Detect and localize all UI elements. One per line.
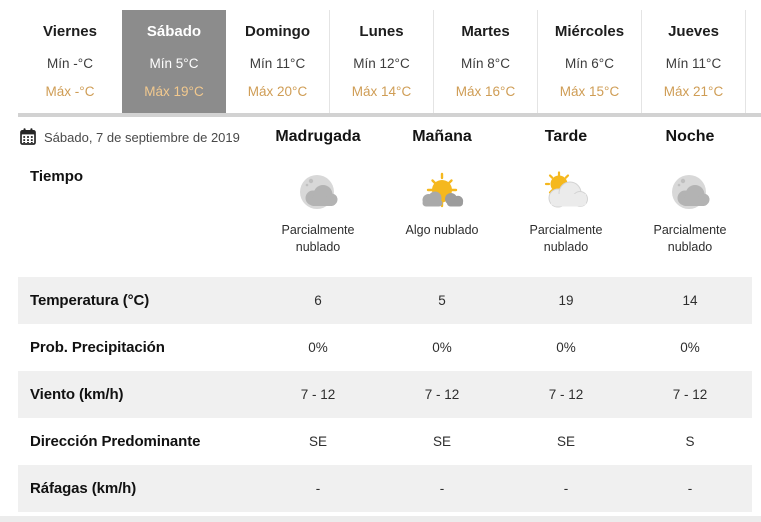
cell-value: 0% [680,340,700,355]
row-label-tiempo: Tiempo [30,168,84,185]
weather-cell-madrugada: Parcialmente nublado [256,154,380,277]
cell-value: 7 - 12 [300,387,336,402]
tab-day-label: Domingo [245,23,310,40]
tab-jueves[interactable]: Jueves Mín 11°C Máx 21°C [642,10,746,113]
horizontal-scrollbar[interactable] [0,516,761,522]
cell-value: SE [432,434,451,449]
table-row-viento: Viento (km/h) 7 - 12 7 - 12 7 - 12 7 - 1… [18,371,752,418]
tab-sabado-selected[interactable]: Sábado Mín 5°C Máx 19°C [122,10,226,113]
table-header-row: Sábado, 7 de septiembre de 2019 Madrugad… [18,120,752,154]
weather-caption: Parcialmente nublado [281,223,355,254]
tab-domingo[interactable]: Domingo Mín 11°C Máx 20°C [226,10,330,113]
tab-day-label: Miércoles [554,23,625,40]
weather-cell-noche: Parcialmente nublado [628,154,752,277]
tab-day-label: Viernes [43,23,97,40]
tab-lunes[interactable]: Lunes Mín 12°C Máx 14°C [330,10,434,113]
cell-value: 6 [314,293,322,308]
cell-value: 7 - 12 [548,387,584,402]
cell-value: 0% [432,340,452,355]
table-row-temperatura: Temperatura (°C) 6 5 19 14 [18,277,752,324]
tab-max-temp: Máx -°C [45,84,95,99]
weather-caption: Parcialmente nublado [653,223,727,254]
tab-viernes[interactable]: Viernes Mín -°C Máx -°C [18,10,122,113]
tab-min-temp: Mín 8°C [461,56,510,71]
weather-cell-manana: Algo nublado [380,154,504,277]
weather-caption: Algo nublado [405,223,479,237]
row-label: Viento (km/h) [30,386,124,403]
cell-value: - [439,481,445,496]
moon-cloud-icon [666,171,714,217]
date-cell: Sábado, 7 de septiembre de 2019 [18,128,256,145]
tab-min-temp: Mín 5°C [149,56,199,71]
sun-clouds-icon [418,171,466,217]
tab-day-label: Sábado [146,23,202,40]
table-row-precipitacion: Prob. Precipitación 0% 0% 0% 0% [18,324,752,371]
tab-min-temp: Mín 6°C [565,56,614,71]
cell-value: SE [556,434,575,449]
tab-martes[interactable]: Martes Mín 8°C Máx 16°C [434,10,538,113]
cell-value: 14 [682,293,698,308]
period-header-madrugada: Madrugada [275,128,361,145]
cell-value: 7 - 12 [672,387,708,402]
tab-min-temp: Mín 11°C [249,56,306,71]
cell-value: SE [308,434,327,449]
tab-max-temp: Máx 19°C [144,84,204,99]
cell-value: - [563,481,569,496]
tab-min-temp: Mín -°C [47,56,93,71]
tab-day-label: Jueves [668,23,719,40]
moon-cloud-icon [294,171,342,217]
tab-max-temp: Máx 21°C [663,84,724,99]
sun-behind-cloud-icon [542,171,590,217]
period-header-manana: Mañana [412,128,472,145]
cell-value: 7 - 12 [424,387,460,402]
period-header-noche: Noche [665,128,715,145]
row-label: Ráfagas (km/h) [30,480,137,497]
forecast-table: Sábado, 7 de septiembre de 2019 Madrugad… [18,120,752,512]
cell-value: 0% [556,340,576,355]
weather-cell-tarde: Parcialmente nublado [504,154,628,277]
cell-value: 0% [308,340,328,355]
table-row-direccion: Dirección Predominante SE SE SE S [18,418,752,465]
calendar-icon [20,128,36,145]
day-tabs: Viernes Mín -°C Máx -°C Sábado Mín 5°C M… [18,10,746,113]
cell-value: S [685,434,695,449]
tab-max-temp: Máx 14°C [351,84,412,99]
tab-min-temp: Mín 11°C [665,56,722,71]
cell-value: - [315,481,321,496]
tab-miercoles[interactable]: Miércoles Mín 6°C Máx 15°C [538,10,642,113]
tab-day-label: Martes [461,23,510,40]
row-label: Prob. Precipitación [30,339,165,356]
weather-caption: Parcialmente nublado [529,223,603,254]
tab-max-temp: Máx 16°C [455,84,516,99]
tab-max-temp: Máx 15°C [559,84,620,99]
row-label: Dirección Predominante [30,433,201,450]
tabs-scrollbar[interactable] [18,113,761,117]
period-header-tarde: Tarde [544,128,588,145]
row-label: Temperatura (°C) [30,292,150,309]
weather-row: Tiempo Parcialmente nublado [18,154,752,277]
tab-day-label: Lunes [359,23,404,40]
cell-value: - [687,481,693,496]
cell-value: 5 [438,293,446,308]
tab-min-temp: Mín 12°C [353,56,410,71]
table-row-rafagas: Ráfagas (km/h) - - - - [18,465,752,512]
tab-max-temp: Máx 20°C [247,84,308,99]
selected-date-label: Sábado, 7 de septiembre de 2019 [44,129,240,145]
cell-value: 19 [558,293,574,308]
